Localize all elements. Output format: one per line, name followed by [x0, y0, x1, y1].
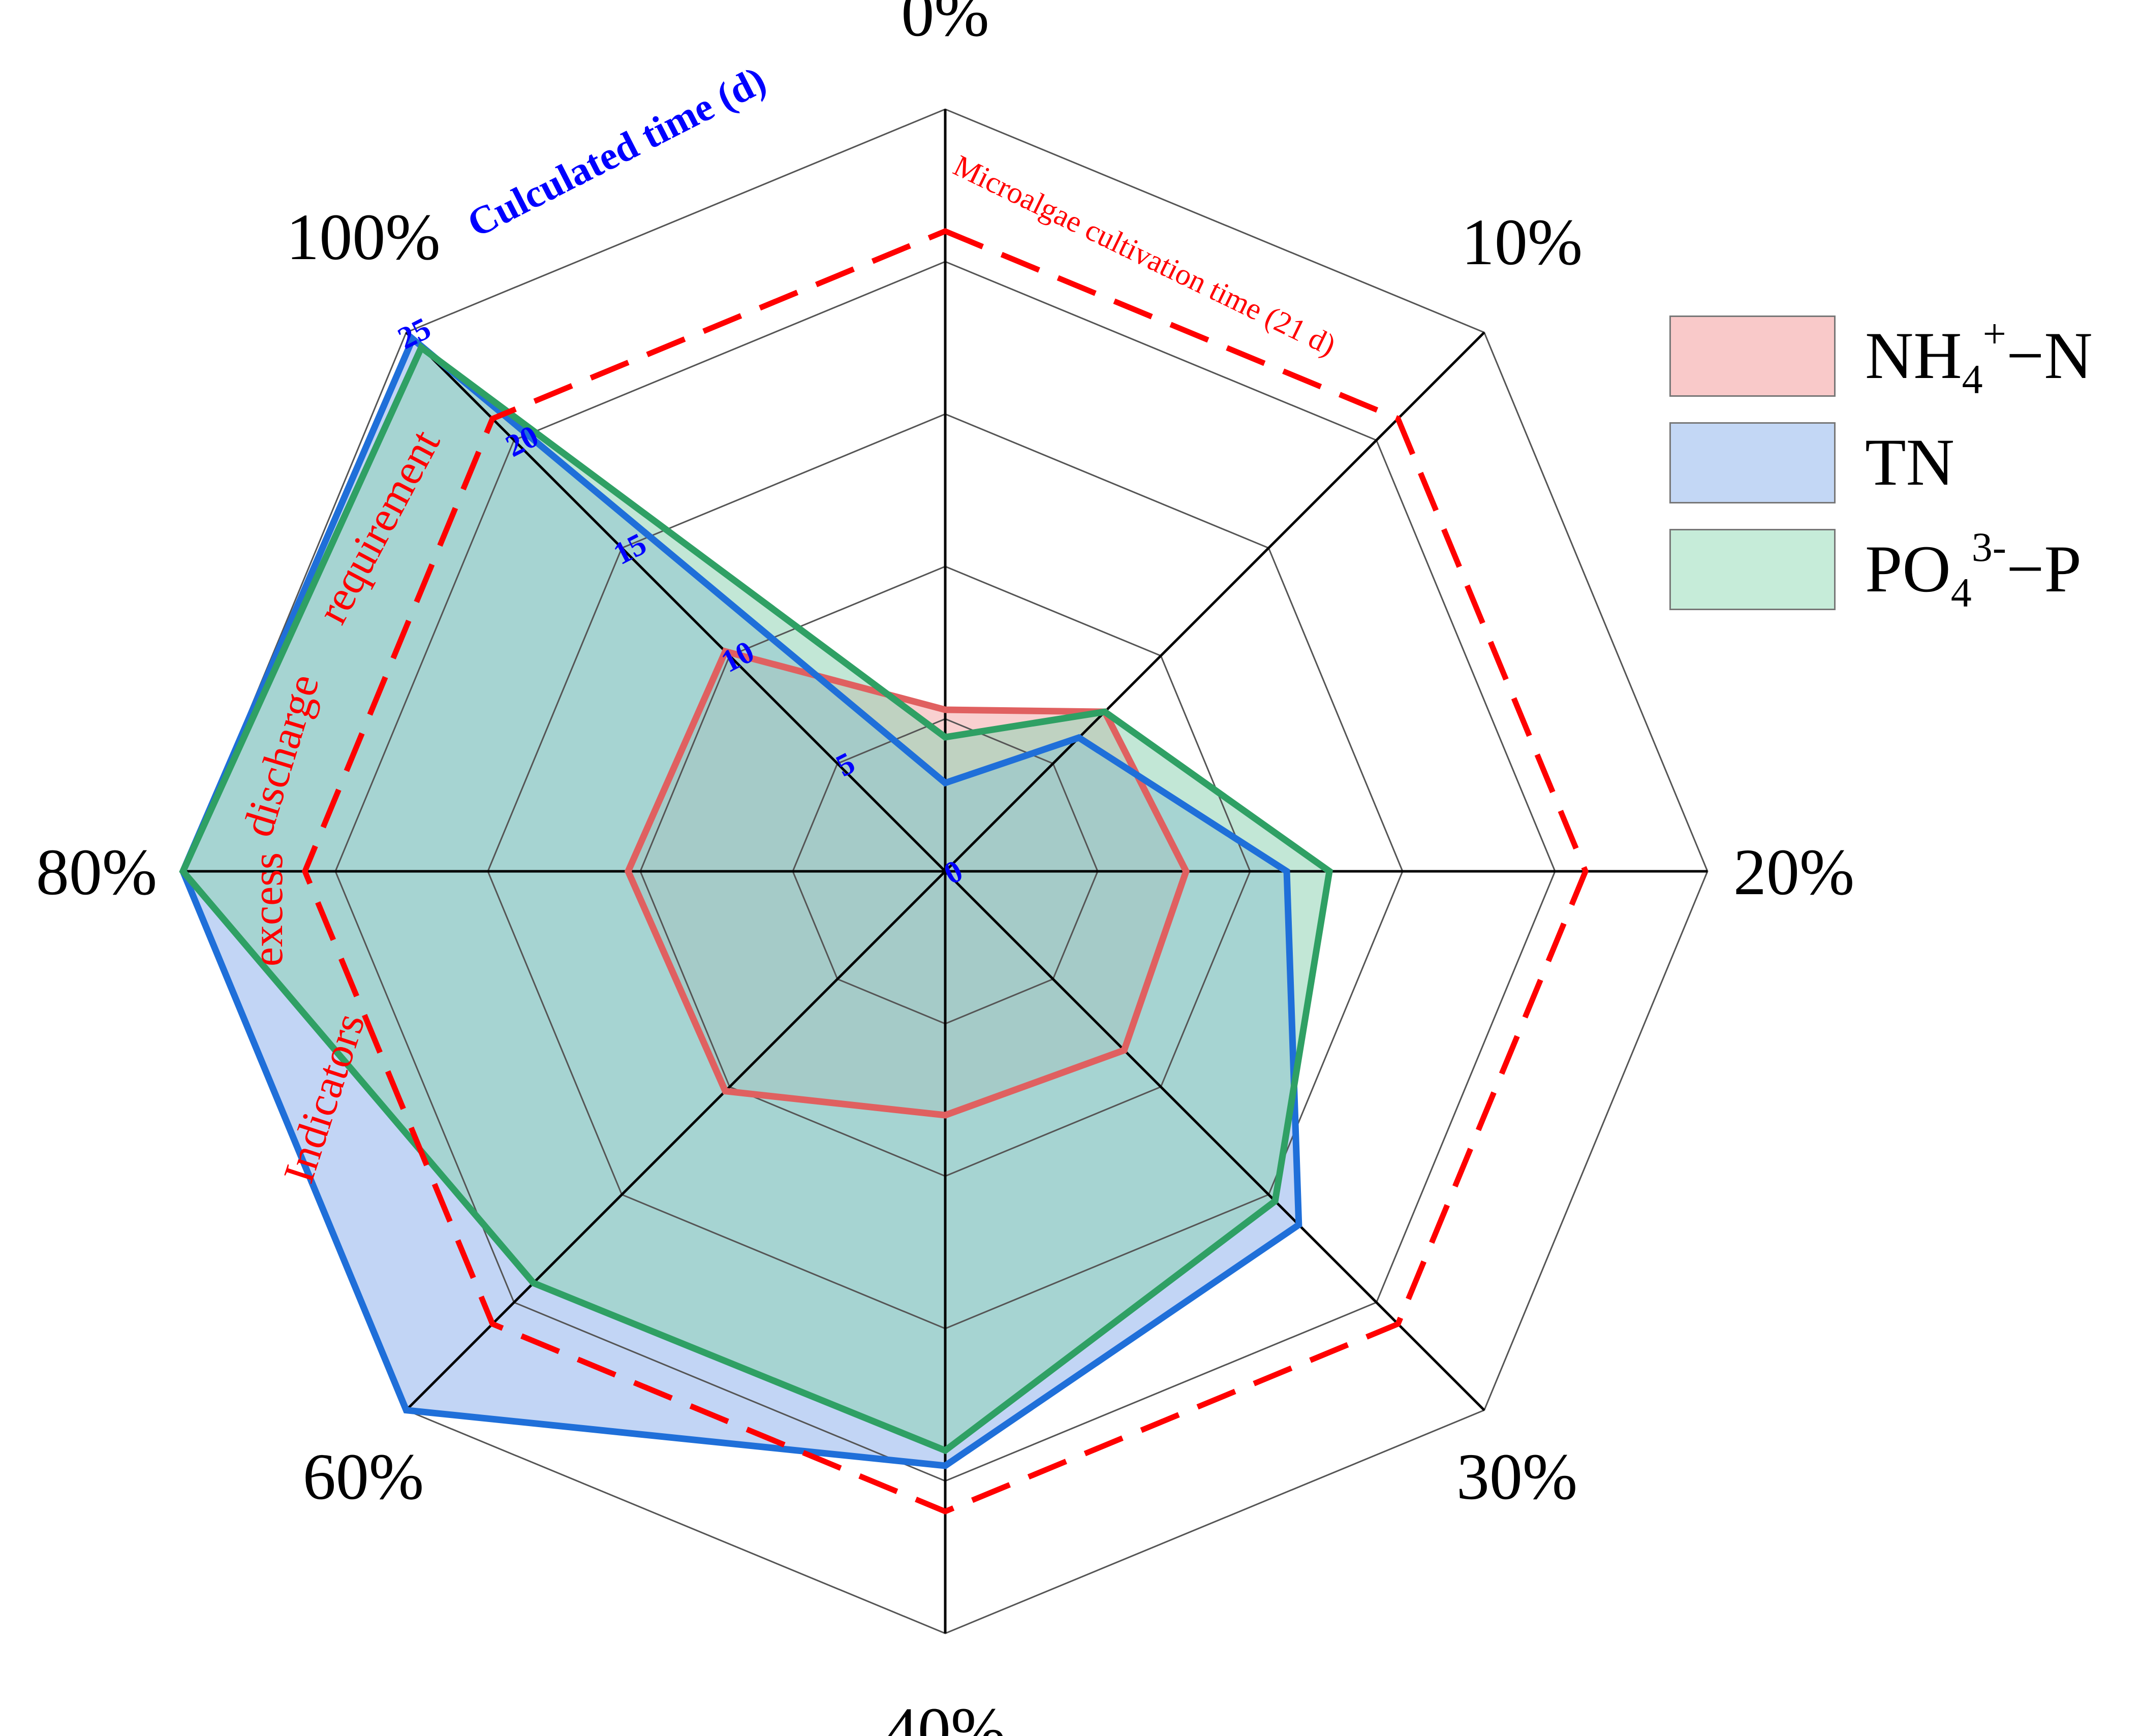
axis-label-7: 100% [286, 201, 440, 274]
series-0-point-5 [725, 1091, 726, 1092]
axis-label-6: 80% [36, 836, 157, 909]
annotation-word-excess: excess [243, 853, 292, 966]
legend-label-tn: TN [1865, 425, 1954, 499]
series-0-point-4 [945, 1115, 946, 1116]
radial-axis-title: Culculated time (d) [460, 57, 773, 246]
legend-item-tn: TN [1669, 419, 2127, 526]
axis-label-4: 40% [885, 1694, 1006, 1736]
legend-swatch-po4 [1669, 529, 1836, 610]
series-fills [183, 339, 1329, 1466]
reference-dashed-ring [302, 228, 1589, 1514]
legend-item-po4: PO43-−P [1669, 526, 2127, 633]
series-1-point-2 [1286, 871, 1287, 872]
series-1-point-0 [945, 782, 946, 783]
axis-label-3: 30% [1456, 1440, 1577, 1513]
series-fill-2 [183, 348, 1329, 1450]
radar-grid [182, 108, 1709, 1634]
reference-ring [302, 228, 1589, 1514]
series-0-point-3 [1124, 1050, 1125, 1051]
series-2-point-3 [1275, 1201, 1276, 1202]
spoke-7 [405, 331, 946, 872]
series-line-1 [179, 333, 1302, 1469]
legend-swatch-nh4 [1669, 315, 1836, 397]
spoke-3 [944, 870, 1485, 1411]
legend-item-nh4: NH4+−N [1669, 312, 2127, 419]
series-line-0 [624, 647, 1190, 1119]
legend-label-po4: PO43-−P [1865, 524, 2082, 616]
series-2-point-2 [1329, 871, 1330, 872]
series-2-point-5 [533, 1282, 534, 1283]
series-1-point-4 [945, 1465, 946, 1466]
axis-label-0: 0% [901, 0, 989, 50]
axis-label-5: 60% [303, 1440, 424, 1513]
axis-label-1: 10% [1462, 206, 1582, 279]
series-lines [179, 333, 1333, 1469]
spoke-1 [944, 331, 1485, 872]
series-2-point-4 [945, 1450, 946, 1451]
axis-label-2: 20% [1733, 836, 1854, 909]
spoke-5 [405, 870, 946, 1411]
series-2-point-1 [1104, 711, 1105, 712]
series-0-point-0 [945, 709, 946, 710]
axis-labels: 0% 10% 20% 30% 40% 60% 80% 100% [36, 0, 1854, 1736]
legend: NH4+−N TN PO43-−P [1669, 312, 2127, 633]
legend-swatch-tn [1669, 422, 1836, 503]
series-2-point-0 [945, 737, 946, 738]
series-2-point-6 [182, 871, 183, 872]
series-0-point-6 [628, 871, 629, 872]
series-1-point-5 [406, 1410, 407, 1411]
series-0-point-2 [1186, 871, 1187, 872]
series-line-2 [179, 342, 1333, 1455]
series-1-point-1 [1078, 737, 1079, 738]
series-1-point-3 [1298, 1224, 1299, 1225]
legend-label-nh4: NH4+−N [1865, 310, 2093, 402]
